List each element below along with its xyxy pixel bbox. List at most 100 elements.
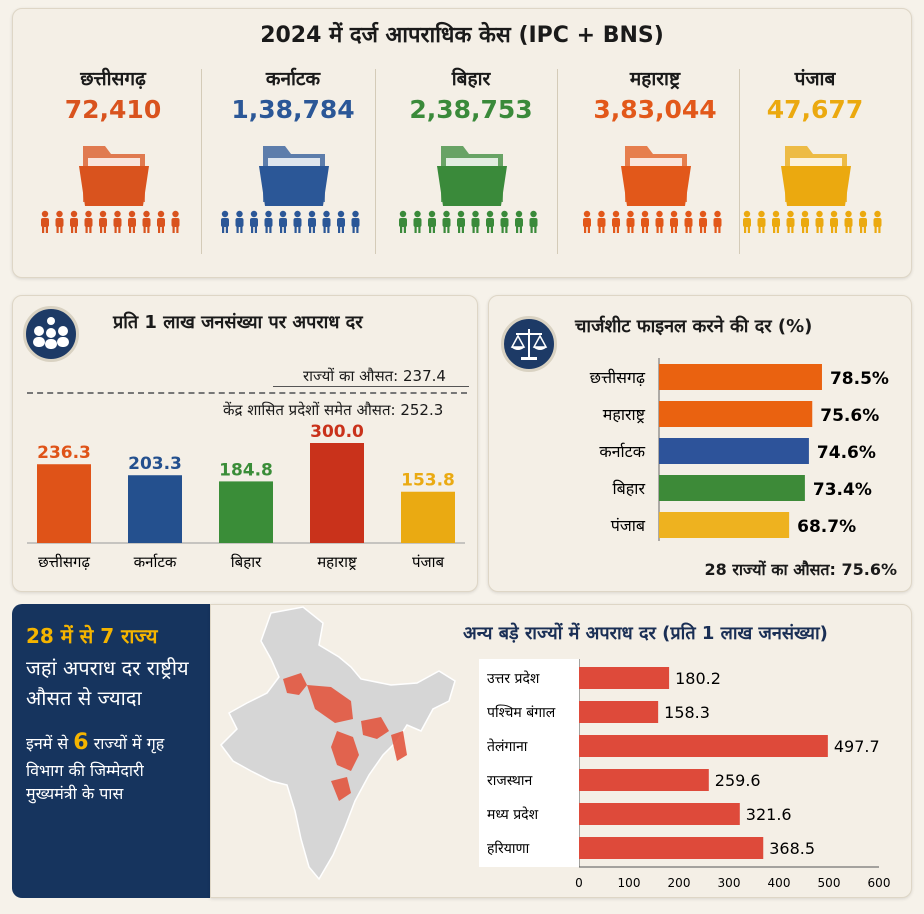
category-label: हरियाणा xyxy=(487,840,530,857)
category-label: पंजाब xyxy=(412,553,445,571)
bar xyxy=(659,401,813,427)
state-case-count: 2,38,753 xyxy=(409,95,533,124)
person-icon xyxy=(293,210,302,233)
category-label: छत्तीसगढ़ xyxy=(590,368,646,387)
person-icon xyxy=(337,210,345,233)
cases-panel: 2024 में दर्ज आपराधिक केस (IPC + BNS) छत… xyxy=(12,8,912,278)
column-divider xyxy=(557,69,558,254)
highlight-heading: 28 में से 7 राज्य xyxy=(26,624,158,648)
category-label: पंजाब xyxy=(611,516,646,535)
state-column: बिहार 2,38,753 xyxy=(381,59,561,259)
note-suffix: राज्यों में गृह विभाग की जिम्मेदारी मुख्… xyxy=(26,734,165,804)
bar-value-label: 259.6 xyxy=(715,771,761,790)
bar-value-label: 300.0 xyxy=(310,422,364,442)
category-label: उत्तर प्रदेश xyxy=(487,670,540,687)
person-icon xyxy=(515,210,523,233)
category-label: तेलंगाना xyxy=(487,738,528,755)
category-label: छत्तीसगढ़ xyxy=(38,553,90,571)
note-number: 6 xyxy=(73,730,89,755)
folder-icon xyxy=(743,146,882,233)
person-icon xyxy=(308,210,316,233)
person-icon xyxy=(322,210,331,233)
person-icon xyxy=(597,210,606,233)
person-icon xyxy=(699,210,707,233)
person-icon xyxy=(844,210,853,233)
person-icon xyxy=(713,210,722,233)
category-label: राजस्थान xyxy=(487,773,532,789)
chargesheet-panel: चार्जशीट फाइनल करने की दर (%) छत्तीसगढ़ 7… xyxy=(488,295,912,592)
highlight-box: 28 में से 7 राज्य जहां अपराध दर राष्ट्री… xyxy=(12,604,210,898)
other-states-chart: 0 100 200 300 400 500 600 उत्तर प्रदेश 180.2 पश्च… xyxy=(479,659,890,890)
folder-icon xyxy=(583,146,722,233)
bar-value-label: 153.8 xyxy=(401,471,455,491)
chargesheet-chart: छत्तीसगढ़ 78.5% महाराष्ट्र 75.6% कर्नाटक 74.6… xyxy=(590,358,889,541)
bar xyxy=(128,475,182,543)
state-column: कर्नाटक 1,38,784 xyxy=(203,59,383,259)
bar-value-label: 73.4% xyxy=(813,480,872,500)
average-line xyxy=(273,386,469,387)
person-icon xyxy=(70,210,78,233)
person-icon xyxy=(670,210,678,233)
state-column: पंजाब 47,677 xyxy=(725,59,905,259)
x-tick-label: 500 xyxy=(818,876,841,890)
person-icon xyxy=(801,210,809,233)
person-icon xyxy=(655,210,664,233)
category-label: पश्चिम बंगाल xyxy=(487,704,556,721)
person-icon xyxy=(500,210,509,233)
person-icon xyxy=(428,210,436,233)
ut-average-label: केंद्र शासित प्रदेशों समेत औसत: 252.3 xyxy=(223,401,444,419)
person-icon xyxy=(55,210,64,233)
column-divider xyxy=(739,69,740,254)
people-icon xyxy=(23,306,79,362)
bar-value-label: 203.3 xyxy=(128,454,182,474)
person-icon xyxy=(757,210,766,233)
category-label: महाराष्ट्र xyxy=(603,405,646,424)
person-icon xyxy=(142,210,151,233)
state-name: कर्नाटक xyxy=(265,68,321,90)
chargesheet-average: 28 राज्यों का औसत: 75.6% xyxy=(704,560,897,579)
x-tick-label: 0 xyxy=(575,876,583,890)
category-label: महाराष्ट्र xyxy=(317,553,357,571)
person-icon xyxy=(84,210,93,233)
person-icon xyxy=(612,210,620,233)
person-icon xyxy=(583,210,591,233)
other-states-panel: अन्य बड़े राज्यों में अपराध दर (प्रति 1 … xyxy=(210,604,912,898)
person-icon xyxy=(786,210,795,233)
person-icon xyxy=(772,210,780,233)
state-name: बिहार xyxy=(451,68,491,90)
chargesheet-title: चार्जशीट फाइनल करने की दर (%) xyxy=(575,316,813,337)
person-icon xyxy=(442,210,451,233)
bar xyxy=(579,837,764,859)
x-tick-label: 300 xyxy=(718,876,741,890)
person-icon xyxy=(351,210,360,233)
bar xyxy=(659,475,805,501)
crime-rate-chart: 236.3 छत्तीसगढ़ 203.3 कर्नाटक 184.8 बिहार 300.… xyxy=(27,422,465,571)
cases-title: 2024 में दर्ज आपराधिक केस (IPC + BNS) xyxy=(260,23,664,48)
state-name: पंजाब xyxy=(794,68,836,90)
person-icon xyxy=(128,210,136,233)
person-icon xyxy=(221,210,229,233)
person-icon xyxy=(830,210,838,233)
person-icon xyxy=(235,210,244,233)
highlight-subtext: जहां अपराध दर राष्ट्रीय औसत से ज्यादा xyxy=(26,656,189,710)
category-label: मध्य प्रदेश xyxy=(487,806,539,823)
person-icon xyxy=(279,210,287,233)
category-label: बिहार xyxy=(231,553,262,571)
states-average-label: राज्यों का औसत: 237.4 xyxy=(303,367,446,385)
folder-icon xyxy=(41,146,180,233)
bar-value-label: 368.5 xyxy=(769,839,815,858)
column-divider xyxy=(375,69,376,254)
average-dashed-line xyxy=(27,392,467,394)
person-icon xyxy=(684,210,693,233)
person-icon xyxy=(171,210,180,233)
category-label: कर्नाटक xyxy=(134,553,177,571)
bar xyxy=(310,443,364,543)
folder-icon xyxy=(399,146,538,233)
state-name: महाराष्ट्र xyxy=(629,68,681,90)
bar-value-label: 497.7 xyxy=(834,737,880,756)
column-divider xyxy=(201,69,202,254)
person-icon xyxy=(113,210,122,233)
highlight-note: इनमें से 6 राज्यों में गृह विभाग की जिम्… xyxy=(26,727,196,805)
person-icon xyxy=(859,210,867,233)
other-states-title: अन्य बड़े राज्यों में अपराध दर (प्रति 1 … xyxy=(463,623,828,644)
